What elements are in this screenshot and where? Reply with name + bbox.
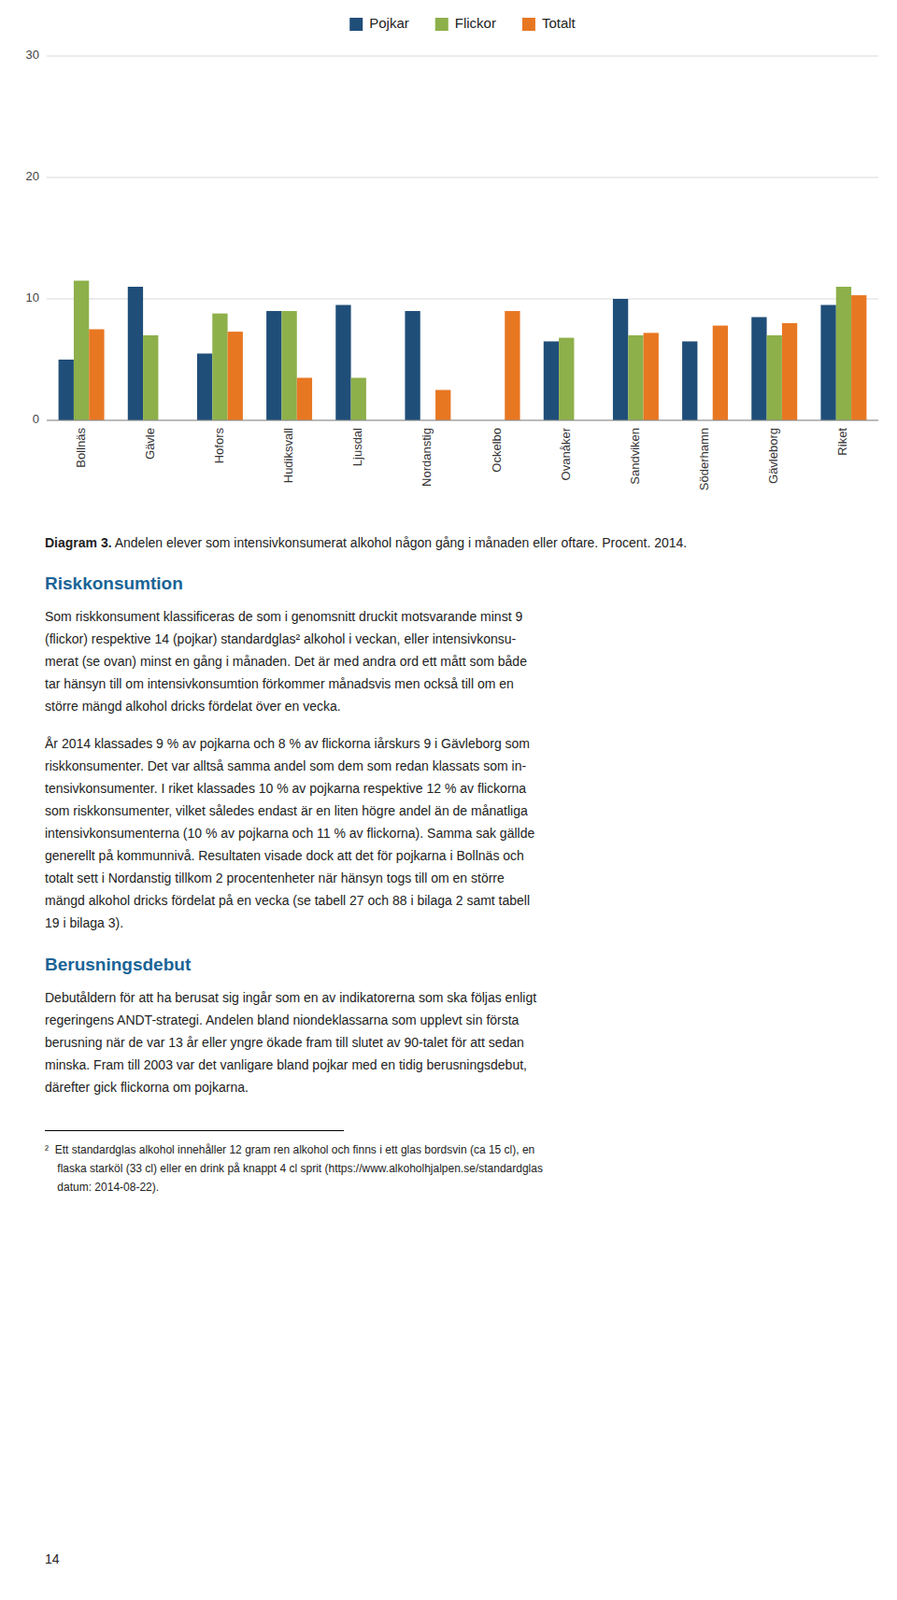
legend-item: Pojkar	[349, 14, 410, 31]
legend-item: Flickor	[435, 14, 497, 31]
body-line: därefter gick flickorna om pojkarna.	[44, 1076, 879, 1099]
x-tick-label: Ockelbo	[489, 427, 504, 473]
bar	[335, 305, 351, 422]
body-line: merat (se ovan) minst en gång i månaden.…	[44, 650, 879, 673]
chart: 0 10 20 30 Bollnäs Gävle Hofors Hudiksvall Ljusd…	[0, 0, 897, 524]
bar	[281, 311, 297, 421]
legend-swatch	[522, 17, 536, 31]
bar	[197, 354, 213, 422]
bar	[612, 299, 628, 421]
body-line: År 2014 klassades 9 % av pojkarna och 8 …	[44, 732, 879, 755]
section-heading: Riskkonsumtion	[44, 573, 879, 595]
x-tick-label: Hofors	[212, 427, 227, 465]
bar	[297, 378, 313, 422]
bar	[142, 335, 158, 421]
body-line: (flickor) respektive 14 (pojkar) standar…	[44, 627, 879, 651]
body-line: 19 i bilaga 3).	[44, 911, 879, 935]
paragraph: Debutåldern för att ha berusat sig ingår…	[44, 986, 879, 1099]
page-number: 14	[44, 1551, 60, 1567]
bars	[58, 281, 868, 422]
x-tick-label: Bollnäs	[73, 427, 88, 469]
section: Berusningsdebut Debutåldern för att ha be…	[44, 954, 879, 1099]
x-tick-label: Hudiksvall	[281, 427, 296, 484]
bar	[643, 332, 659, 421]
section-heading: Berusningsdebut	[44, 954, 879, 976]
bar	[558, 338, 574, 421]
x-tick-label: Sandviken	[627, 427, 642, 485]
legend: Pojkar Flickor Totalt	[349, 14, 576, 31]
x-tick-label: Söderhamn	[697, 427, 712, 491]
bar	[435, 390, 451, 422]
bar	[73, 281, 89, 422]
footnote-line: ² Ett standardglas alkohol innehåller 12…	[44, 1140, 879, 1160]
paragraph: År 2014 klassades 9 % av pojkarna och 8 …	[44, 732, 879, 935]
bar	[543, 341, 559, 422]
legend-label: Pojkar	[369, 14, 410, 31]
grid-line	[46, 177, 879, 179]
body-line: generellt på kommunnivå. Resultaten visa…	[44, 844, 879, 868]
bar	[767, 335, 783, 421]
grid-line	[46, 56, 879, 57]
body-line: Som riskkonsument klassificeras de som i…	[44, 605, 879, 628]
x-axis-line	[46, 420, 879, 422]
bar	[404, 311, 420, 421]
bar	[751, 317, 767, 422]
bar	[212, 313, 228, 421]
body-line: regeringens ANDT-strategi. Andelen bland…	[44, 1009, 879, 1032]
bar	[351, 378, 367, 422]
x-tick-label: Nordanstig	[419, 427, 434, 487]
body-line: större mängd alkohol dricks fördelat öve…	[44, 695, 879, 718]
body-line: mängd alkohol dricks fördelat på en veck…	[44, 889, 879, 912]
bar	[504, 311, 520, 421]
x-tick-label: Ovanåker	[558, 427, 573, 481]
grid-line	[46, 299, 879, 300]
x-tick-label: Gävleborg	[766, 427, 781, 485]
body-line: som riskkonsumenter, vilket således enda…	[44, 799, 879, 823]
section: Riskkonsumtion Som riskkonsument klassifi…	[44, 573, 879, 935]
body-line: berusning när de var 13 år eller yngre ö…	[44, 1031, 879, 1054]
bar	[227, 331, 243, 421]
bar	[88, 329, 104, 422]
bar	[851, 295, 867, 421]
x-tick-label: Ljusdal	[350, 427, 365, 467]
grid	[46, 56, 879, 421]
body-line: riskkonsumenter. Det var alltså samma an…	[44, 754, 879, 778]
x-tick-label: Riket	[835, 427, 850, 456]
bar	[128, 286, 143, 421]
legend-item: Totalt	[522, 14, 577, 31]
body-line: minska. Fram till 2003 var det vanligare…	[44, 1053, 879, 1077]
text-section: Diagram 3. Andelen elever som intensivko…	[44, 532, 879, 1197]
legend-label: Totalt	[541, 14, 577, 31]
y-tick-label: 30	[26, 47, 40, 62]
body-line: Debutåldern för att ha berusat sig ingår…	[44, 986, 879, 1010]
y-tick-label: 0	[32, 412, 40, 427]
y-tick-label: 20	[26, 169, 40, 184]
body-line: intensivkonsumenterna (10 % av pojkarna …	[44, 822, 879, 845]
separator	[44, 1130, 344, 1132]
body-line: totalt sett i Nordanstig tillkom 2 proce…	[44, 867, 879, 890]
bar	[58, 359, 74, 421]
x-tick-label: Gävle	[142, 427, 157, 460]
body-line: tar hänsyn till om intensivkonsumtion fö…	[44, 672, 879, 696]
legend-swatch	[435, 17, 449, 31]
body-line: tensivkonsumenter. I riket klassades 10 …	[44, 777, 879, 800]
bar	[266, 311, 282, 421]
bar	[820, 305, 836, 422]
paragraph: Som riskkonsument klassificeras de som i…	[44, 605, 879, 718]
grid-line	[46, 420, 879, 422]
bar	[627, 335, 643, 421]
caption: Diagram 3. Andelen elever som intensivko…	[44, 532, 879, 554]
bar	[682, 341, 698, 422]
bar	[836, 286, 852, 421]
footnote-line: flaska starköl (33 cl) eller en drink på…	[44, 1159, 879, 1179]
bar	[712, 326, 728, 421]
legend-label: Flickor	[455, 14, 497, 31]
legend-swatch	[349, 17, 363, 31]
footnote-line: datum: 2014-08-22).	[44, 1178, 879, 1197]
bar	[782, 323, 798, 421]
y-tick-label: 10	[26, 290, 40, 305]
